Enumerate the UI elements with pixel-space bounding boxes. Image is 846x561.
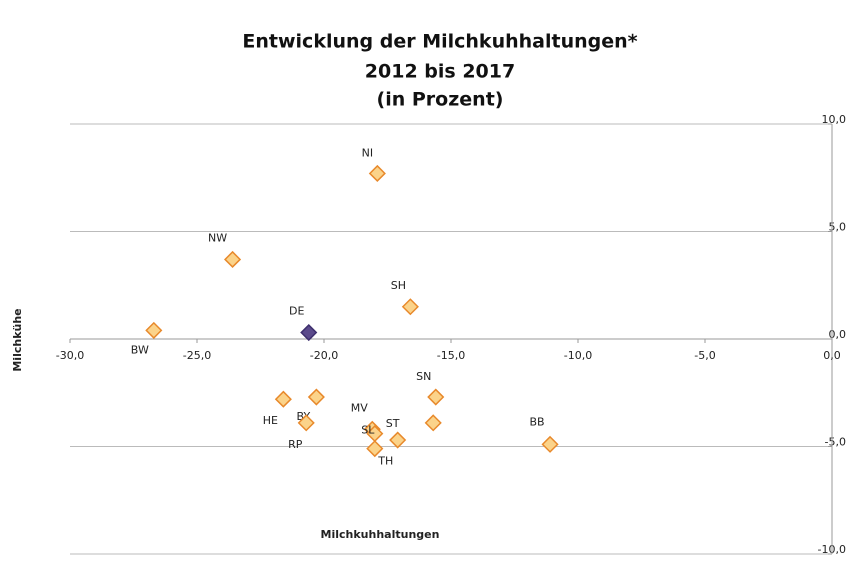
data-point xyxy=(274,390,292,408)
data-point xyxy=(389,431,407,449)
x-tick-label: -5,0 xyxy=(694,349,715,362)
data-label: SH xyxy=(391,279,406,292)
data-point xyxy=(427,388,445,406)
x-tick-label: -30,0 xyxy=(56,349,84,362)
x-tick-label: -20,0 xyxy=(310,349,338,362)
y-tick-label: 5,0 xyxy=(829,221,846,234)
data-label: NW xyxy=(208,231,227,244)
y-tick-label: -5,0 xyxy=(825,436,846,449)
y-tick-label: 0,0 xyxy=(829,328,846,341)
y-tick-label: 10,0 xyxy=(822,113,846,126)
data-point xyxy=(300,323,318,342)
data-label: DE xyxy=(289,305,304,318)
data-label: SN xyxy=(416,370,431,383)
chart-title: (in Prozent) xyxy=(377,89,504,111)
data-label: SL xyxy=(361,424,375,437)
data-point xyxy=(307,388,325,406)
data-label: NI xyxy=(362,146,373,159)
data-label: BW xyxy=(131,343,149,356)
data-label: RP xyxy=(288,438,303,451)
data-label: MV xyxy=(351,401,368,414)
x-tick-label: -25,0 xyxy=(183,349,211,362)
data-label: TH xyxy=(377,455,393,468)
data-point xyxy=(541,435,559,453)
data-point xyxy=(401,298,419,316)
x-tick-label: 0,0 xyxy=(823,349,841,362)
data-label: HE xyxy=(263,414,278,427)
data-point xyxy=(424,414,442,432)
data-label: ST xyxy=(386,417,400,430)
data-point xyxy=(223,250,242,269)
x-axis-label: Milchkuhhaltungen xyxy=(321,528,440,541)
y-axis-label: Milchkühe xyxy=(11,308,24,371)
data-point xyxy=(297,414,315,432)
chart-title: Entwicklung der Milchkuhhaltungen* xyxy=(242,31,637,53)
data-point xyxy=(145,321,163,339)
x-tick-label: -15,0 xyxy=(437,349,465,362)
data-point xyxy=(366,440,384,458)
chart-title: 2012 bis 2017 xyxy=(365,61,515,83)
x-tick-label: -10,0 xyxy=(564,349,592,362)
data-point xyxy=(368,164,386,183)
data-label: BB xyxy=(530,415,545,428)
